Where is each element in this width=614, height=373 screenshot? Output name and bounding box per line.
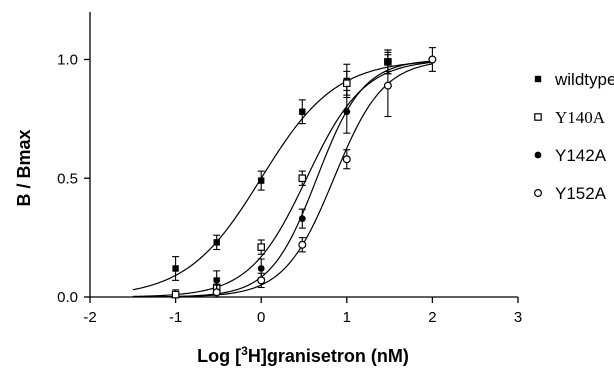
data-point	[171, 290, 180, 299]
fit-curves	[132, 60, 433, 298]
series-y152a	[212, 47, 437, 298]
data-point	[257, 243, 266, 251]
data-point	[172, 265, 179, 272]
x-tick-label: 3	[514, 309, 522, 326]
data-point	[343, 108, 351, 116]
data-point	[212, 288, 221, 297]
legend-entry-wildtype: wildtype	[534, 70, 614, 89]
x-axis-title-prefix: Log [	[197, 346, 241, 366]
data-point	[428, 55, 437, 64]
fit-curve-wildtype	[132, 61, 433, 291]
y-tick-label: 0.5	[57, 170, 78, 187]
legend-marker	[534, 151, 542, 159]
data-point	[343, 79, 351, 88]
x-tick-label: 0	[257, 309, 265, 326]
data-point	[298, 174, 307, 183]
legend-entry-y152a: Y152A	[533, 184, 607, 203]
legend-marker	[534, 75, 542, 83]
x-tick-label: -2	[83, 309, 96, 326]
data-point	[342, 155, 351, 164]
data-point	[257, 265, 265, 272]
data-point	[213, 276, 221, 284]
fit-curve-y140a	[132, 61, 433, 298]
legend-entry-y142a: Y142A	[534, 146, 607, 165]
x-tick-label: 1	[343, 309, 351, 326]
data-point	[298, 240, 307, 249]
y-axis-title: B / Bmax	[14, 129, 34, 206]
series-y140a	[171, 49, 392, 299]
x-axis-title: Log [3H]granisetron (nM)	[197, 344, 409, 366]
legend-label: Y142A	[555, 146, 607, 165]
legend-label: wildtype	[554, 70, 614, 89]
data-point	[299, 108, 306, 115]
x-axis-title-suffix: H]granisetron (nM)	[248, 346, 409, 366]
legend-entry-y140a: Y140A	[534, 108, 606, 127]
tick-group: -2 -1 0 1 2 3 0.0 0.5 1.0	[57, 52, 522, 327]
data-point	[257, 276, 266, 285]
y-tick-label: 0.0	[57, 289, 78, 306]
legend-marker	[533, 189, 542, 198]
legend-label: Y140A	[555, 108, 606, 127]
legend: wildtype Y140A Y142A Y152A	[533, 70, 614, 203]
y-tick-label: 1.0	[57, 52, 78, 69]
data-points	[171, 47, 437, 299]
x-tick-label: -1	[169, 309, 182, 326]
series-wildtype	[172, 49, 392, 281]
x-axis-title-superscript: 3	[241, 344, 248, 358]
data-point	[213, 239, 220, 246]
axes	[89, 12, 518, 298]
legend-marker	[534, 113, 542, 121]
data-point	[383, 81, 392, 90]
legend-label: Y152A	[555, 184, 607, 203]
fit-curve-y152a	[132, 63, 433, 298]
x-tick-label: 2	[428, 309, 436, 326]
data-point	[258, 177, 265, 184]
data-point	[298, 215, 306, 223]
